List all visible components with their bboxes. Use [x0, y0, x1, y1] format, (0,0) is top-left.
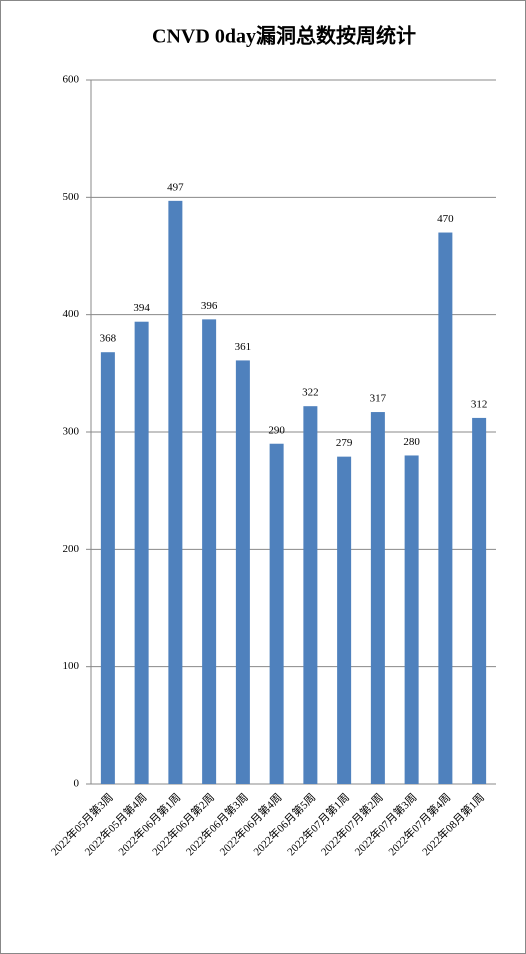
y-tick-label: 400 — [63, 308, 80, 320]
data-label: 317 — [370, 393, 387, 405]
y-tick-label: 200 — [63, 543, 80, 555]
y-tick-label: 500 — [63, 191, 80, 203]
bar — [134, 321, 149, 784]
bar — [168, 200, 183, 784]
data-label: 394 — [133, 302, 150, 314]
bar — [337, 456, 352, 784]
bar — [202, 319, 217, 784]
data-label: 312 — [471, 398, 488, 410]
bar — [303, 406, 318, 784]
bar — [472, 417, 487, 784]
data-label: 279 — [336, 437, 353, 449]
data-label: 396 — [201, 300, 218, 312]
data-label: 290 — [268, 424, 285, 436]
data-label: 497 — [167, 181, 184, 193]
chart-title: CNVD 0day漏洞总数按周统计 — [152, 24, 416, 48]
bar — [404, 455, 419, 784]
data-label: 470 — [437, 213, 454, 225]
bar — [269, 443, 284, 784]
data-label: 280 — [403, 436, 420, 448]
y-tick-label: 600 — [63, 74, 80, 86]
y-tick-label: 300 — [63, 426, 80, 438]
bar — [370, 412, 385, 784]
y-tick-label: 0 — [74, 778, 80, 790]
data-label: 368 — [100, 333, 117, 345]
bar — [235, 360, 250, 784]
bar — [438, 232, 453, 785]
bar — [100, 352, 115, 784]
data-label: 361 — [235, 341, 252, 353]
y-tick-label: 100 — [63, 660, 80, 672]
data-label: 322 — [302, 387, 319, 399]
